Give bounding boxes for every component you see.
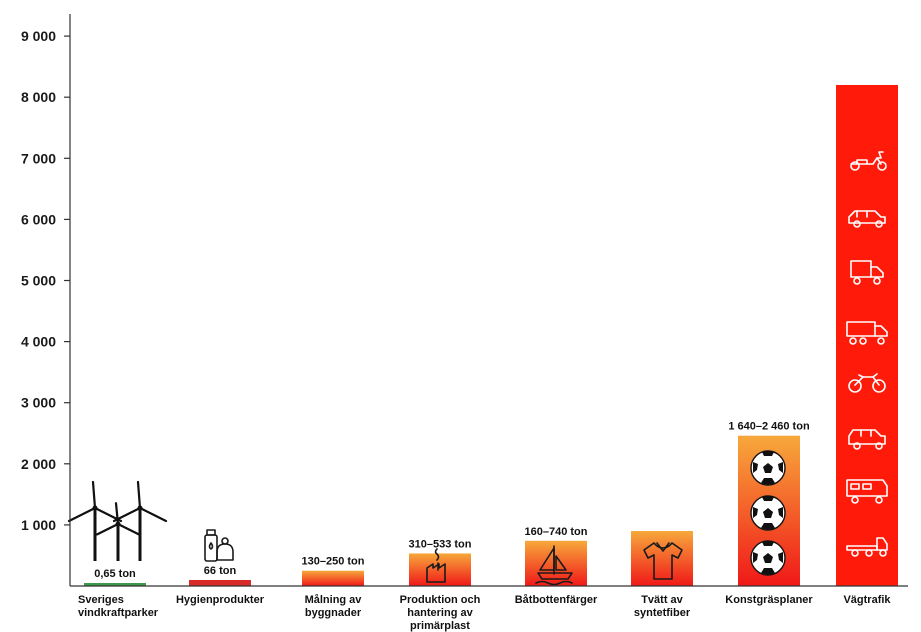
y-tick-label: 1 000 xyxy=(21,517,56,533)
y-tick-label: 3 000 xyxy=(21,395,56,411)
truck-icon xyxy=(846,321,888,345)
bar-value-label: 1 640–2 460 ton xyxy=(728,421,810,433)
bar-value-label: 66 ton xyxy=(204,565,237,577)
category-label: Hygienprodukter xyxy=(176,594,265,606)
category-label: Målning av xyxy=(305,594,363,606)
y-tick-label: 5 000 xyxy=(21,273,56,289)
sailboat-icon xyxy=(535,545,573,586)
bar-value-label: 130–250 ton xyxy=(302,556,365,568)
y-tick-label: 8 000 xyxy=(21,89,56,105)
bar xyxy=(302,570,364,586)
category-label: byggnader xyxy=(305,607,362,619)
suv-icon xyxy=(848,429,886,450)
van-icon xyxy=(850,260,884,285)
soccer-ball-icon xyxy=(750,495,786,531)
wind-turbine-icon xyxy=(96,502,140,561)
category-label: Vägtrafik xyxy=(843,594,891,606)
y-tick-label: 6 000 xyxy=(21,211,56,227)
scooter-icon xyxy=(850,151,887,171)
tshirt-icon xyxy=(643,542,683,580)
bar-value-label: 310–533 ton xyxy=(409,538,472,550)
y-tick-label: 4 000 xyxy=(21,334,56,350)
camper-icon xyxy=(846,479,888,504)
bar-value-label: 160–740 ton xyxy=(525,526,588,538)
hygiene-products-icon xyxy=(204,529,234,562)
motorcycle-icon xyxy=(848,373,886,393)
y-tick-label: 2 000 xyxy=(21,456,56,472)
category-label: syntetfiber xyxy=(634,607,691,619)
category-label: vindkraftparker xyxy=(78,607,159,619)
category-label: Sveriges xyxy=(78,594,124,606)
bar xyxy=(409,553,471,586)
bar xyxy=(84,583,146,586)
bar xyxy=(631,531,693,586)
bar-value-label: 0,65 ton xyxy=(94,568,136,580)
factory-icon xyxy=(426,548,446,583)
soccer-ball-icon xyxy=(750,450,786,486)
category-label: Konstgräsplaner xyxy=(725,594,813,606)
category-label: hantering av xyxy=(407,607,473,619)
bar xyxy=(189,580,251,586)
category-label: primärplast xyxy=(410,620,470,632)
semi-truck-icon xyxy=(846,537,888,557)
car-icon xyxy=(848,210,886,228)
category-label: Båtbottenfärger xyxy=(515,594,598,606)
soccer-ball-icon xyxy=(750,540,786,576)
category-label: Tvätt av xyxy=(641,594,683,606)
y-tick-label: 7 000 xyxy=(21,150,56,166)
category-label: Produktion och xyxy=(400,594,481,606)
y-tick-label: 9 000 xyxy=(21,28,56,44)
wind-turbine-icon xyxy=(112,480,168,561)
